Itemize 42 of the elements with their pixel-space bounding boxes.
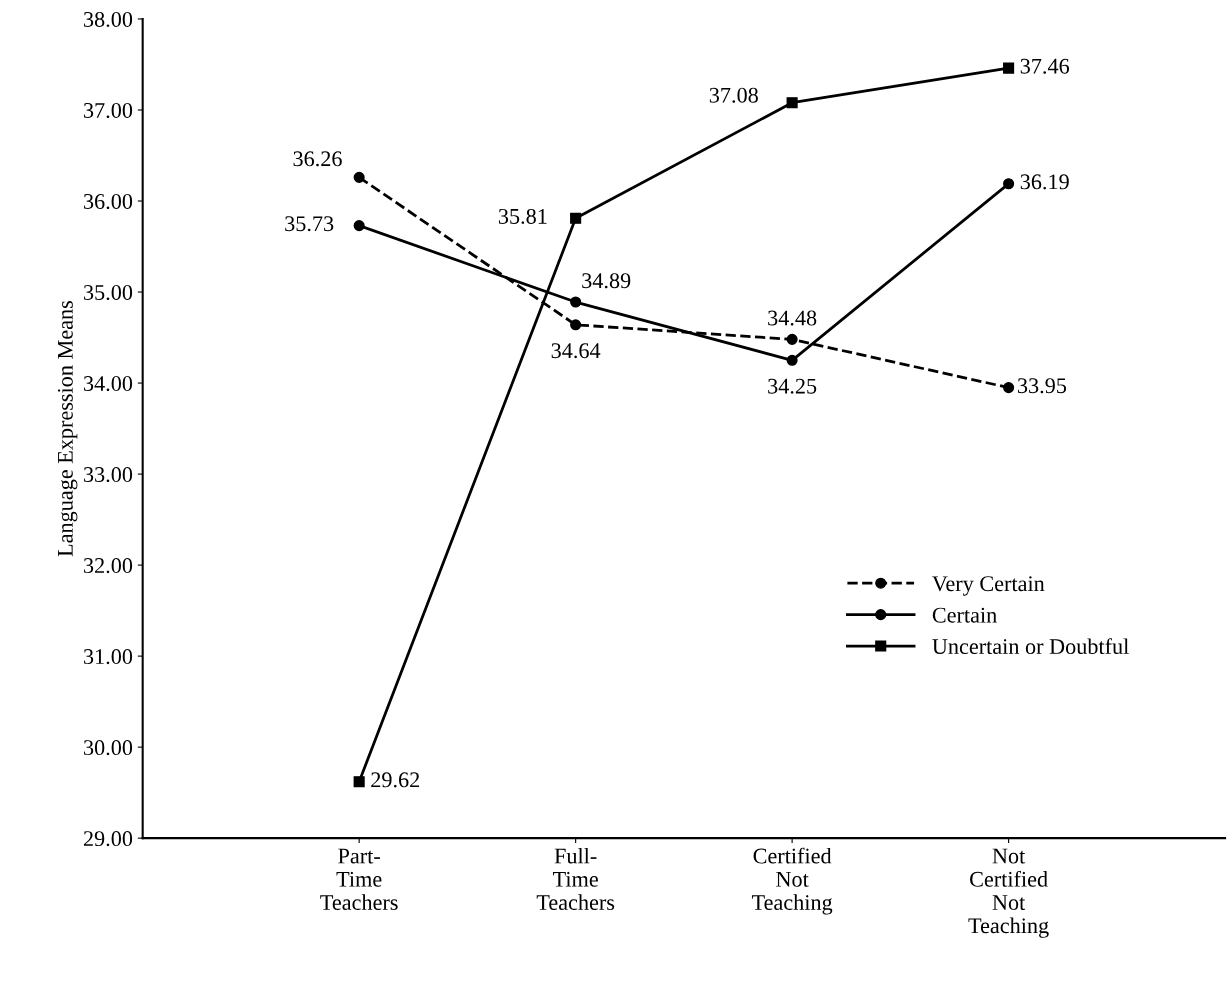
y-tick-label: 32.00	[84, 558, 133, 574]
data-label: 34.48	[768, 310, 817, 326]
legend-label: Uncertain or Doubtful	[932, 638, 1129, 655]
point	[570, 319, 582, 331]
point	[353, 171, 365, 183]
y-tick-label: 29.00	[83, 831, 133, 847]
y-tick-label: 36.00	[84, 193, 133, 210]
data-label: 34.25	[768, 378, 817, 394]
x-tick-label: Certified Not Teaching	[751, 847, 833, 915]
point	[1003, 62, 1015, 74]
point	[353, 776, 365, 788]
data-label: 34.89	[582, 273, 631, 289]
data-label: 36.26	[293, 151, 342, 167]
y-tick-label: 35.00	[84, 284, 133, 301]
y-tick-label: 38.00	[84, 11, 133, 28]
legend-label: Very Certain	[932, 576, 1045, 596]
x-tick-label: Full- Time Teachers	[536, 847, 615, 910]
data-label: 35.73	[285, 216, 334, 232]
y-tick-label: 31.00	[84, 649, 133, 665]
x-tick-label: Part- Time Teachers	[320, 848, 398, 910]
data-label: 36.19	[1020, 174, 1069, 190]
data-label: 37.46	[1020, 58, 1070, 74]
point	[786, 354, 798, 366]
y-tick-label: 30.00	[84, 740, 133, 756]
point	[353, 220, 365, 232]
point	[570, 296, 582, 308]
legend-label: Certain	[932, 607, 997, 623]
data-label: 37.08	[709, 87, 758, 103]
y-tick-label: 37.00	[84, 102, 133, 119]
point	[786, 97, 798, 109]
x-tick-label: Not Certified Not Teaching	[968, 848, 1049, 938]
data-label: 34.64	[551, 343, 601, 359]
point	[570, 212, 582, 224]
y-tick-label: 33.00	[84, 467, 133, 483]
point	[786, 333, 798, 345]
data-label: 33.95	[1018, 378, 1067, 394]
y-tick-label: 34.00	[84, 375, 133, 392]
data-label: 29.62	[371, 772, 420, 788]
data-label: 35.81	[498, 208, 547, 224]
point	[1003, 178, 1015, 190]
point	[1003, 382, 1015, 394]
y-axis-title: Language Expression Means	[57, 301, 78, 557]
